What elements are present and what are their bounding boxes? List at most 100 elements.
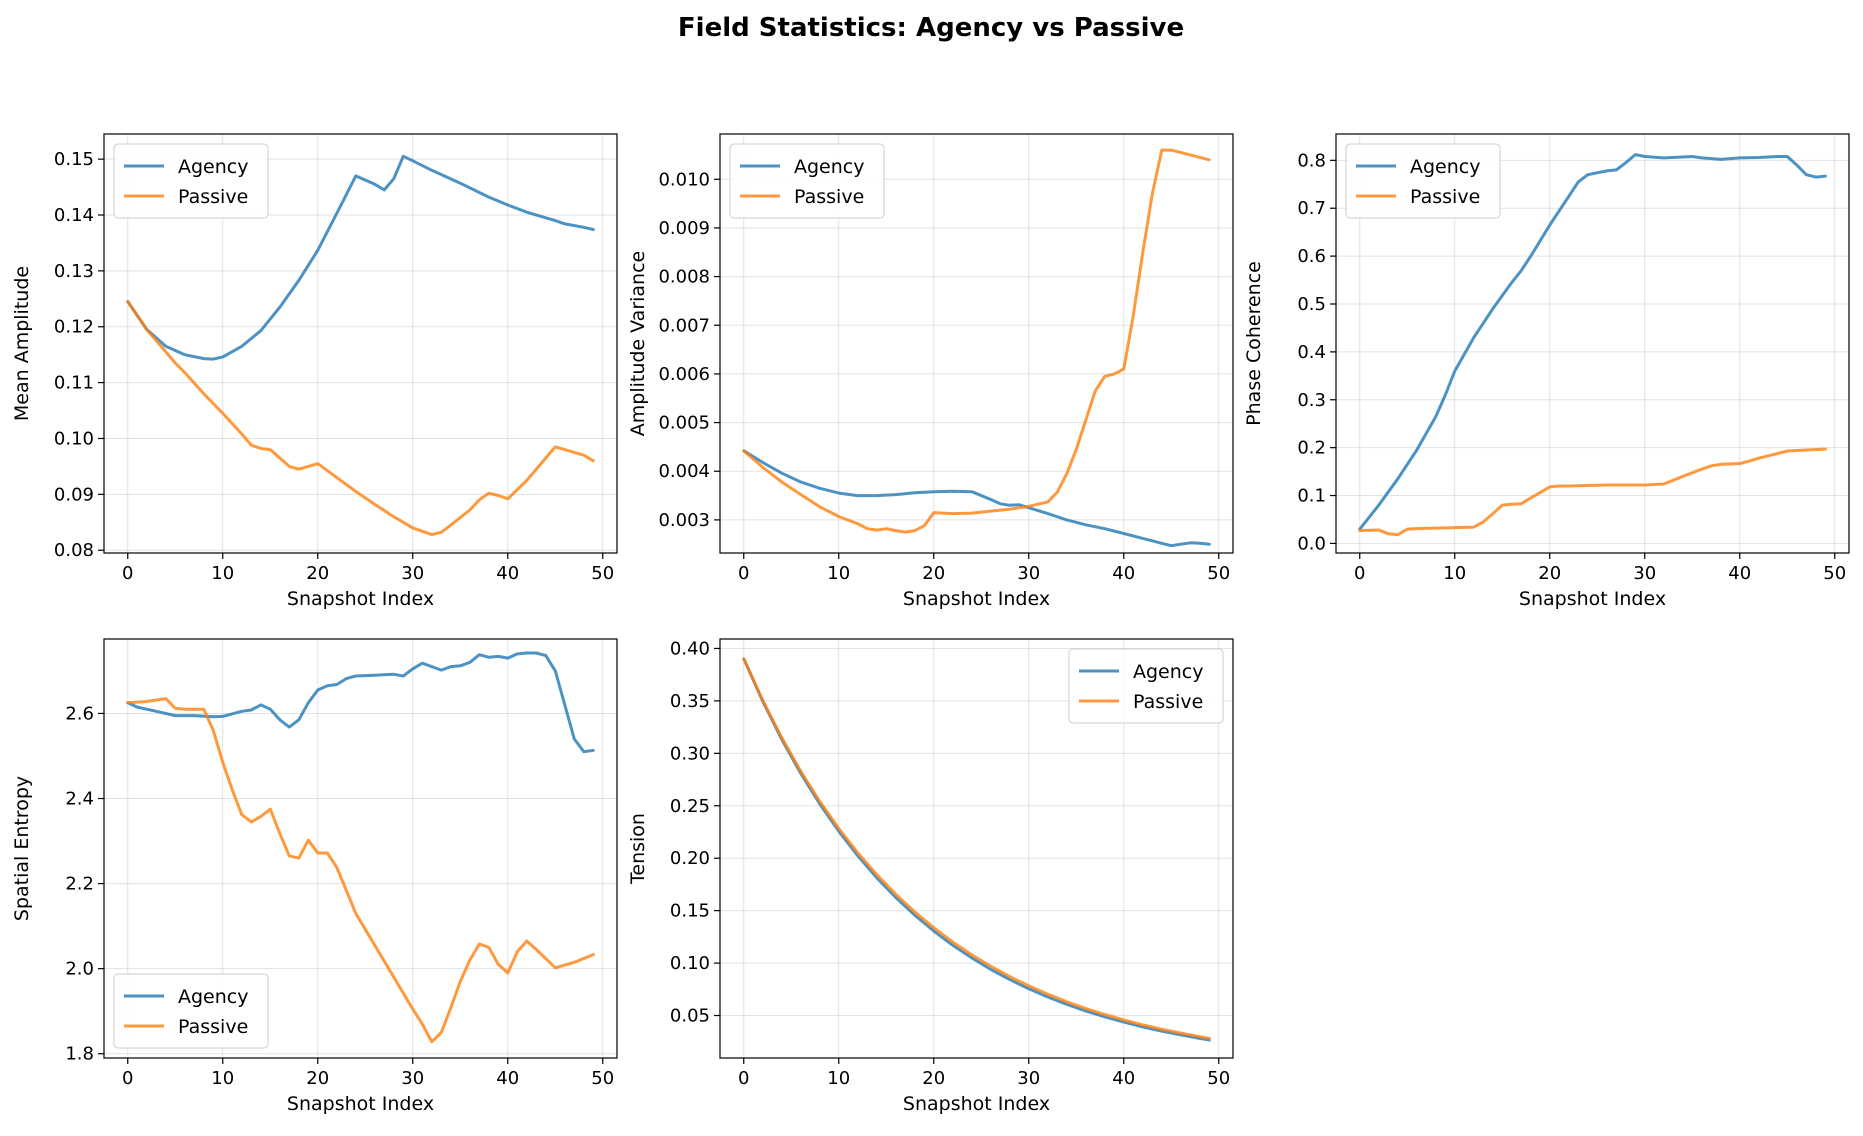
axes-frame (103, 133, 618, 554)
y-axis-label: Amplitude Variance (627, 251, 649, 436)
y-tick-label: 0.15 (54, 149, 94, 170)
x-tick-label: 20 (922, 1068, 945, 1089)
y-tick-label: 0.5 (1297, 294, 1326, 315)
x-tick-label: 40 (1728, 563, 1751, 584)
legend-box (1345, 143, 1501, 219)
x-tick-label: 50 (1207, 563, 1230, 584)
y-tick-label: 0.15 (670, 901, 710, 922)
y-tick-label: 0.010 (658, 169, 710, 190)
y-tick-label: 0.20 (670, 848, 710, 869)
series-line-passive (126, 300, 595, 537)
x-tick-label: 10 (211, 1068, 234, 1089)
legend-label-passive: Passive (178, 186, 248, 208)
chart-panel-3: 0 10 20 30 40 50 0.0 0.1 0.2 0.3 0.4 0.5 0.6 0.7 0.8 Sn… (1243, 133, 1850, 610)
x-tick-label: 30 (401, 1068, 424, 1089)
series-line-passive (1358, 447, 1827, 537)
y-axis-label: Spatial Entropy (11, 776, 33, 921)
legend-label-agency: Agency (1133, 661, 1203, 683)
y-tick-label: 0.8 (1297, 150, 1326, 171)
x-axis-label: Snapshot Index (287, 588, 434, 610)
series-line-agency (742, 449, 1211, 548)
y-tick-label: 0.25 (670, 796, 710, 817)
x-tick-label: 10 (1443, 563, 1466, 584)
legend-label-passive: Passive (178, 1016, 248, 1038)
legend-label-passive: Passive (794, 186, 864, 208)
y-tick-label: 0.35 (670, 691, 710, 712)
y-tick-label: 2.2 (65, 874, 94, 895)
axes-frame (103, 638, 618, 1059)
y-tick-label: 0.30 (670, 743, 710, 764)
x-tick-label: 50 (1207, 1068, 1230, 1089)
x-tick-label: 10 (827, 1068, 850, 1089)
series-line-passive (742, 657, 1211, 1040)
legend: Agency Passive (113, 973, 269, 1049)
x-tick-label: 50 (591, 563, 614, 584)
x-tick-label: 40 (496, 1068, 519, 1089)
x-tick-label: 20 (306, 563, 329, 584)
y-tick-label: 0.1 (1297, 486, 1326, 507)
y-tick-label: 0.004 (658, 461, 710, 482)
y-tick-label: 0.09 (54, 484, 94, 505)
x-tick-label: 20 (306, 1068, 329, 1089)
chart-panel-1: 0 10 20 30 40 50 0.08 0.09 0.10 0.11 0.12 0.13 0.14 0… (11, 133, 618, 610)
x-tick-label: 30 (1017, 563, 1040, 584)
x-tick-label: 50 (1823, 563, 1846, 584)
legend-box (729, 143, 885, 219)
y-tick-label: 0.05 (670, 1006, 710, 1027)
y-tick-label: 0.12 (54, 317, 94, 338)
y-axis-label: Mean Amplitude (11, 266, 33, 421)
x-axis-label: Snapshot Index (287, 1093, 434, 1115)
y-tick-label: 0.08 (54, 540, 94, 561)
y-tick-label: 0.2 (1297, 438, 1326, 459)
legend-label-passive: Passive (1133, 691, 1203, 713)
y-tick-label: 2.0 (65, 959, 94, 980)
x-tick-label: 10 (827, 563, 850, 584)
legend: Agency Passive (1345, 143, 1501, 219)
y-tick-label: 0.40 (670, 638, 710, 659)
x-tick-label: 0 (738, 1068, 749, 1089)
series-line-agency (126, 651, 595, 754)
chart-panel-2: 0 10 20 30 40 50 0.003 0.004 0.005 0.006 0.007 0.00… (627, 133, 1234, 610)
y-tick-label: 0.6 (1297, 246, 1326, 267)
legend-box (1068, 648, 1224, 724)
y-tick-label: 1.8 (65, 1044, 94, 1065)
series-line-agency (126, 154, 595, 361)
x-axis-label: Snapshot Index (1519, 588, 1666, 610)
x-tick-label: 30 (401, 563, 424, 584)
y-tick-label: 0.4 (1297, 342, 1326, 363)
y-tick-label: 0.006 (658, 364, 710, 385)
axes-frame (719, 133, 1234, 554)
x-tick-label: 40 (1112, 563, 1135, 584)
y-tick-label: 2.6 (65, 703, 94, 724)
legend: Agency Passive (1068, 648, 1224, 724)
y-tick-label: 0.11 (54, 373, 94, 394)
legend-box (113, 973, 269, 1049)
x-tick-label: 20 (922, 563, 945, 584)
y-tick-label: 0.003 (658, 510, 710, 531)
legend-label-agency: Agency (178, 156, 248, 178)
legend-label-passive: Passive (1410, 186, 1480, 208)
y-tick-label: 0.13 (54, 261, 94, 282)
y-tick-label: 0.14 (54, 205, 94, 226)
axes-frame (719, 638, 1234, 1059)
legend-label-agency: Agency (1410, 156, 1480, 178)
x-tick-label: 30 (1017, 1068, 1040, 1089)
legend: Agency Passive (729, 143, 885, 219)
x-tick-label: 0 (122, 1068, 133, 1089)
y-tick-label: 0.005 (658, 413, 710, 434)
y-tick-label: 0.7 (1297, 198, 1326, 219)
y-axis-label: Phase Coherence (1243, 261, 1265, 426)
legend-label-agency: Agency (178, 986, 248, 1008)
legend: Agency Passive (113, 143, 269, 219)
legend-label-agency: Agency (794, 156, 864, 178)
y-tick-label: 0.0 (1297, 533, 1326, 554)
x-tick-label: 0 (1354, 563, 1365, 584)
x-tick-label: 0 (738, 563, 749, 584)
x-tick-label: 40 (1112, 1068, 1135, 1089)
figure-suptitle: Field Statistics: Agency vs Passive (678, 13, 1184, 43)
y-tick-label: 2.4 (65, 789, 94, 810)
chart-panel-4: 0 10 20 30 40 50 1.8 2.0 2.2 2.4 2.6 Snapshot Index… (11, 638, 618, 1115)
y-tick-label: 0.10 (54, 428, 94, 449)
y-tick-label: 0.008 (658, 267, 710, 288)
